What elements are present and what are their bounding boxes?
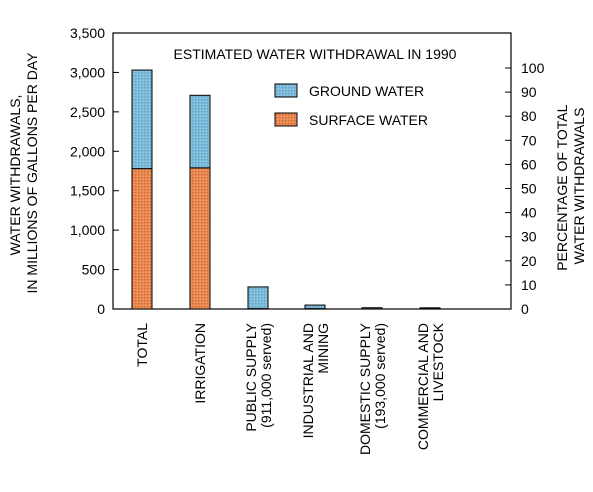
legend: GROUND WATER SURFACE WATER (274, 83, 428, 128)
y2-tick-label: 40 (521, 205, 537, 221)
y2-tick-label: 0 (521, 301, 529, 317)
right-y-axis: 0 10 20 30 40 50 60 70 80 90 100 (505, 60, 545, 317)
category-labels: TOTAL IRRIGATION PUBLIC SUPPLY (911,000 ser… (134, 322, 446, 455)
category-label-line: (193,000 served) (372, 323, 388, 429)
y2-axis-title-line-1: PERCENTAGE OF TOTAL (554, 104, 570, 270)
bar-ground-water (361, 307, 383, 310)
legend-swatch-ground-water (274, 83, 298, 98)
plot-frame (112, 32, 512, 310)
y2-tick-label: 60 (521, 156, 537, 172)
y2-tick-label: 20 (521, 253, 537, 269)
category-label-line: COMMERCIAL AND (415, 323, 431, 450)
y-tick-label: 3,500 (70, 25, 105, 41)
legend-label-ground-water: GROUND WATER (309, 83, 424, 99)
category-label-line: PUBLIC SUPPLY (243, 322, 259, 431)
category-label-line: INDUSTRIAL AND (300, 323, 316, 438)
bar-ground-water (304, 304, 326, 310)
bar-ground-water (247, 286, 269, 310)
category-label: INDUSTRIAL AND MINING (300, 323, 331, 438)
y-axis-title-line-2: IN MILLIONS OF GALLONS PER DAY (24, 52, 40, 294)
bars (131, 69, 441, 310)
y2-tick-label: 50 (521, 181, 537, 197)
y2-tick-label: 10 (521, 277, 537, 293)
y2-tick-label: 70 (521, 132, 537, 148)
legend-swatch-surface-water (274, 112, 298, 127)
bar-ground-water (419, 307, 441, 310)
bar-surface-water (131, 168, 153, 310)
y-tick-label: 1,000 (70, 222, 105, 238)
y-axis-title: WATER WITHDRAWALS, IN MILLIONS OF GALLON… (7, 52, 40, 294)
y2-tick-label: 90 (521, 84, 537, 100)
category-label: COMMERCIAL AND LIVESTOCK (415, 322, 446, 450)
y-tick-label: 2,000 (70, 143, 105, 159)
y-tick-label: 0 (97, 301, 105, 317)
category-label-line: (911,000 served) (258, 323, 274, 428)
category-label-line: TOTAL (134, 323, 150, 367)
left-y-axis: 0 500 1,000 1,500 2,000 2,500 3,000 3,500 (70, 25, 119, 317)
y-axis-title-line-1: WATER WITHDRAWALS, (7, 95, 23, 256)
legend-label-surface-water: SURFACE WATER (309, 112, 428, 128)
y-tick-label: 1,500 (70, 183, 105, 199)
bar-ground-water (131, 69, 153, 170)
y-tick-label: 500 (82, 262, 106, 278)
category-label-line: IRRIGATION (192, 323, 208, 404)
y-tick-label: 3,000 (70, 64, 105, 80)
bar-ground-water (189, 94, 211, 169)
category-label: PUBLIC SUPPLY (911,000 served) (243, 322, 274, 431)
category-label: IRRIGATION (192, 323, 208, 404)
y2-tick-label: 80 (521, 108, 537, 124)
chart-title: ESTIMATED WATER WITHDRAWAL IN 1990 (174, 46, 457, 62)
category-label-line: DOMESTIC SUPPLY (357, 322, 373, 455)
bar-surface-water (189, 167, 211, 310)
category-label-line: LIVESTOCK (430, 322, 446, 401)
category-label: DOMESTIC SUPPLY (193,000 served) (357, 322, 388, 455)
y2-tick-label: 30 (521, 229, 537, 245)
y2-axis-title: PERCENTAGE OF TOTAL WATER WITHDRAWALS (554, 101, 587, 271)
category-label: TOTAL (134, 323, 150, 367)
y2-axis-title-line-2: WATER WITHDRAWALS (571, 108, 587, 265)
y2-tick-label: 100 (521, 60, 545, 76)
y-tick-label: 2,500 (70, 104, 105, 120)
category-label-line: MINING (315, 323, 331, 374)
